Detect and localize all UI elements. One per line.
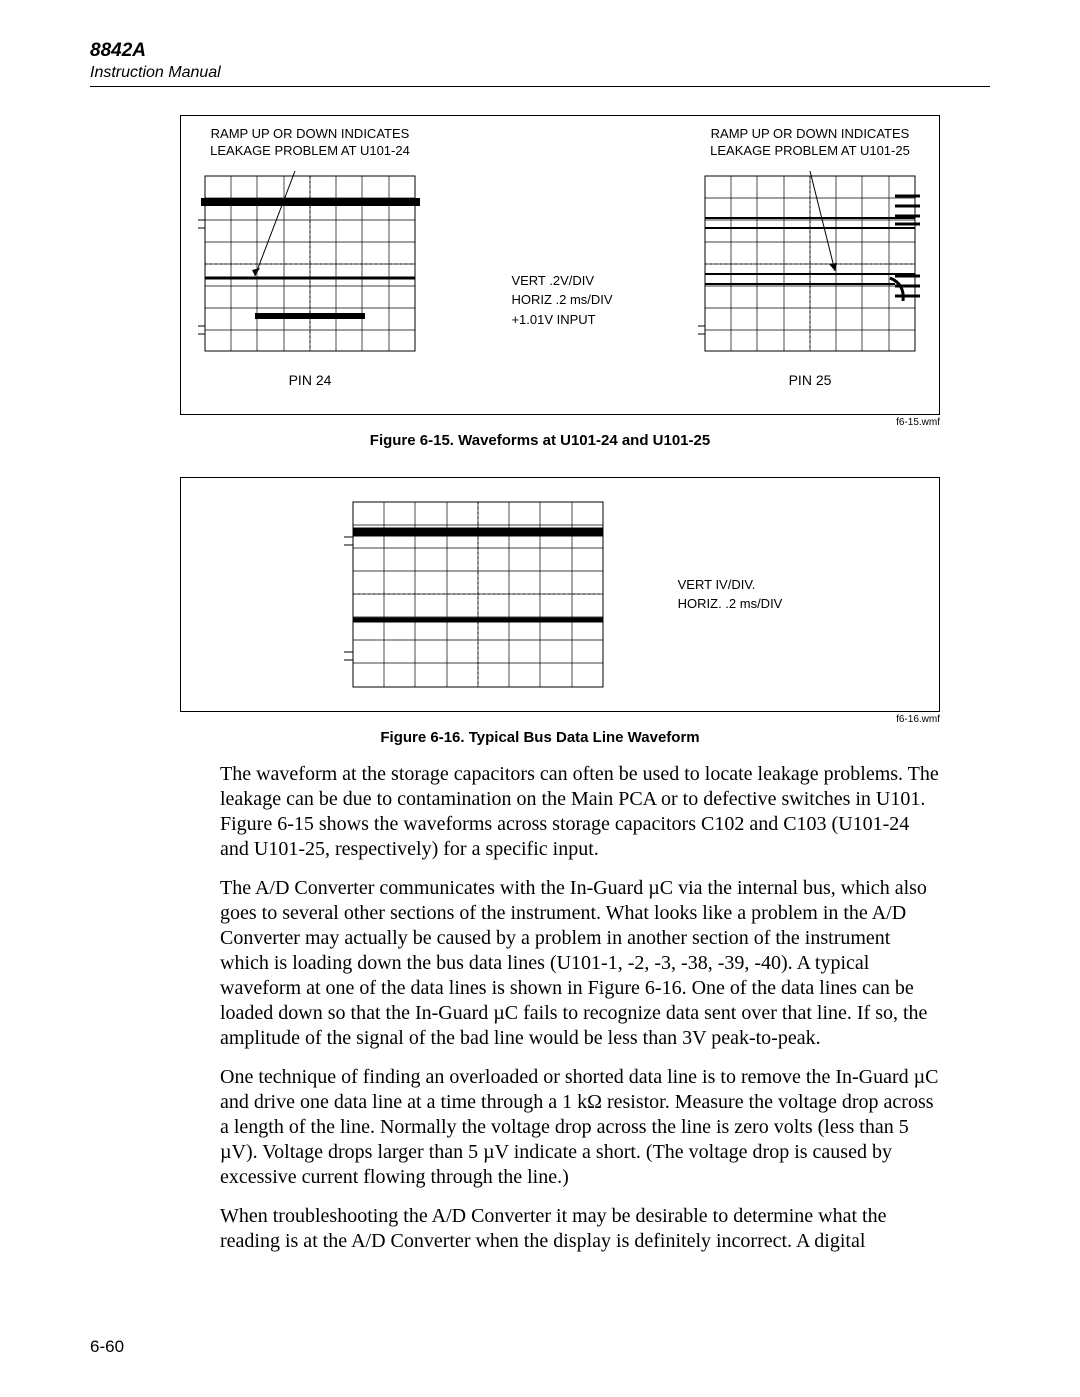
figure-6-15-mid-label: VERT .2V/DIV HORIZ .2 ms/DIV +1.01V INPU… (511, 271, 612, 330)
paragraph-4: When troubleshooting the A/D Converter i… (220, 1204, 940, 1254)
figure-6-15-row: RAMP UP OR DOWN INDICATES LEAKAGE PROBLE… (195, 126, 925, 404)
page-number: 6-60 (90, 1337, 124, 1357)
scope-grid-b (695, 166, 925, 366)
figure-6-16: VERT IV/DIV. HORIZ. .2 ms/DIV (180, 477, 940, 712)
panel-b-pin-label: PIN 25 (789, 372, 832, 388)
figure-6-16-file: f6-16.wmf (90, 714, 940, 725)
panel-a-caption: RAMP UP OR DOWN INDICATES LEAKAGE PROBLE… (210, 126, 410, 160)
figure-6-16-mid-label: VERT IV/DIV. HORIZ. .2 ms/DIV (678, 575, 783, 614)
page-header: 8842A Instruction Manual (90, 40, 990, 87)
figure-6-16-row: VERT IV/DIV. HORIZ. .2 ms/DIV (195, 488, 925, 701)
figure-6-15-panel-b: RAMP UP OR DOWN INDICATES LEAKAGE PROBLE… (695, 126, 925, 404)
scope-grid-a (195, 166, 425, 366)
scope-grid-c (338, 492, 618, 697)
figure-6-15-file: f6-15.wmf (90, 417, 940, 428)
paragraph-3: One technique of finding an overloaded o… (220, 1065, 940, 1190)
figure-6-16-title: Figure 6-16. Typical Bus Data Line Wavef… (90, 729, 990, 746)
header-subtitle: Instruction Manual (90, 63, 990, 82)
paragraph-2: The A/D Converter communicates with the … (220, 876, 940, 1051)
figure-6-15-panel-a: RAMP UP OR DOWN INDICATES LEAKAGE PROBLE… (195, 126, 425, 404)
panel-a-pin-label: PIN 24 (289, 372, 332, 388)
body-text: The waveform at the storage capacitors c… (220, 762, 940, 1254)
figure-6-15-title: Figure 6-15. Waveforms at U101-24 and U1… (90, 432, 990, 449)
figure-6-15: RAMP UP OR DOWN INDICATES LEAKAGE PROBLE… (180, 115, 940, 415)
paragraph-1: The waveform at the storage capacitors c… (220, 762, 940, 862)
header-model: 8842A (90, 40, 990, 63)
panel-b-caption: RAMP UP OR DOWN INDICATES LEAKAGE PROBLE… (710, 126, 910, 160)
page: 8842A Instruction Manual RAMP UP OR DOWN… (0, 0, 1080, 1397)
